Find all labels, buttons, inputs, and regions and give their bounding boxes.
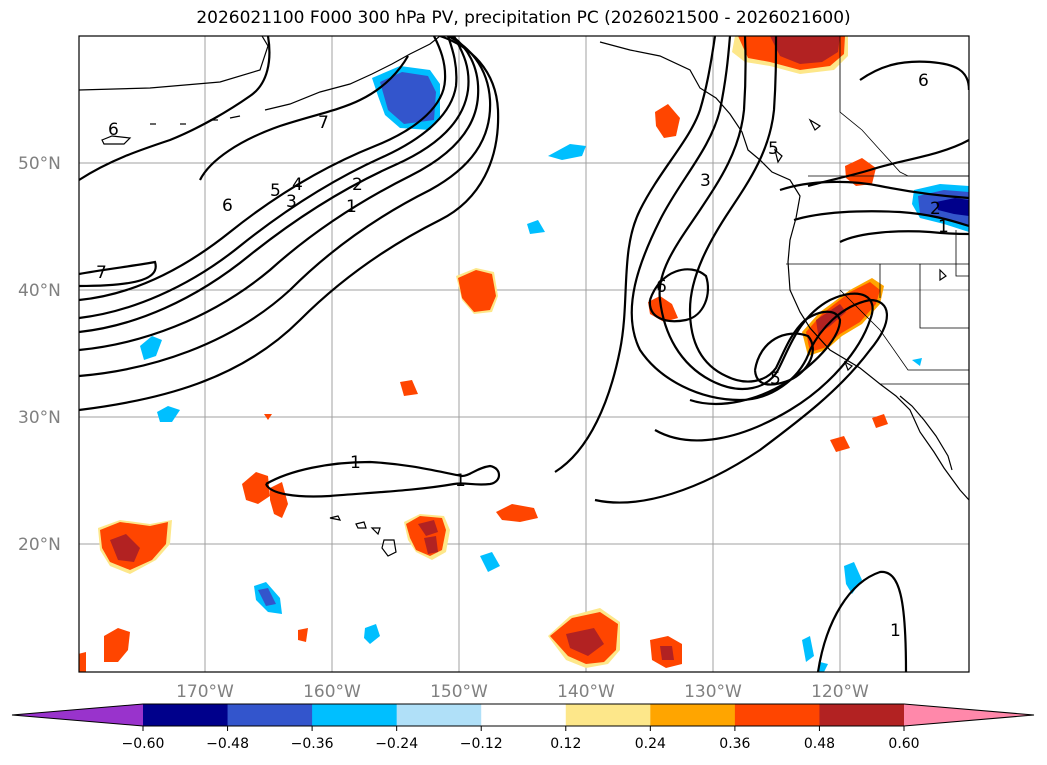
contour-label: 5 [770, 369, 781, 389]
precip-negative-patch [548, 144, 586, 160]
lat-label: 20°N [18, 535, 61, 555]
precip-positive-patch [566, 628, 604, 656]
precip-positive-patch [400, 380, 418, 396]
contour-label: 6 [108, 120, 119, 140]
precip-positive-patch [660, 646, 674, 660]
colorbar-tick-label: −0.12 [460, 736, 503, 752]
precip-positive-patch [418, 520, 438, 536]
graticule [79, 36, 969, 672]
precip-negative-patch [936, 198, 969, 216]
precip-positive-patch [104, 628, 130, 662]
colorbar-segment [312, 704, 398, 726]
contour-label: 5 [270, 181, 281, 201]
lat-label: 40°N [18, 281, 61, 301]
contour-label: 7 [318, 113, 329, 133]
precip-positive-patch [872, 414, 888, 428]
lon-label: 120°W [811, 682, 869, 702]
political-borders [786, 36, 969, 385]
colorbar-tick-label: 0.12 [550, 736, 581, 752]
precip-negative-patch [380, 72, 436, 124]
lon-label: 170°W [176, 682, 234, 702]
pv-contours [79, 36, 969, 672]
contour-label: 2 [352, 175, 363, 195]
longitude-labels: 170°W 160°W 150°W 140°W 130°W 120°W [176, 682, 869, 702]
precip-negative-patch [140, 336, 162, 360]
lon-label: 130°W [684, 682, 742, 702]
precip-negative-patch [258, 588, 276, 606]
map-frame [78, 35, 970, 673]
precip-positive-patch [110, 534, 140, 562]
precip-negative-patch [802, 636, 814, 662]
contour-label: 1 [455, 471, 466, 491]
colorbar-segment [143, 704, 229, 726]
precip-positive-patch [655, 104, 680, 138]
precip-positive-patch [424, 536, 438, 554]
precip-negative-patch [364, 624, 380, 644]
colorbar-segment [481, 704, 567, 726]
precip-negative-patch [157, 406, 180, 422]
contour-label: 3 [700, 171, 711, 191]
coastlines [79, 36, 969, 557]
contour-label: 1 [890, 621, 901, 641]
lat-label: 30°N [18, 408, 61, 428]
colorbar-segment [734, 704, 820, 726]
colorbar-tick-label: 0.24 [635, 736, 666, 752]
contour-label: 6 [656, 277, 667, 297]
precip-positive-patch [458, 270, 496, 312]
colorbar-tick-label: 0.36 [719, 736, 750, 752]
contour-label: 2 [930, 199, 941, 219]
precip-positive-patch [830, 436, 850, 452]
colorbar-tick-label: −0.48 [206, 736, 249, 752]
precip-negative-patch [527, 220, 545, 234]
colorbar-segment [565, 704, 651, 726]
precip-positive-patch [816, 304, 846, 334]
contour-label: 7 [96, 263, 107, 283]
contour-label: 4 [292, 175, 303, 195]
precip-positive-patch [79, 652, 86, 672]
colorbar-tick-label: −0.60 [122, 736, 165, 752]
contour-label: 1 [346, 197, 357, 217]
map-area [79, 36, 969, 672]
colorbar-tick-label: −0.36 [291, 736, 334, 752]
latitude-labels: 50°N 40°N 30°N 20°N [18, 154, 61, 555]
colorbar-tick-label: 0.60 [888, 736, 919, 752]
colorbar-tick-label: 0.48 [804, 736, 835, 752]
precip-positive-patch [264, 414, 272, 420]
precip-negative-patch [912, 358, 922, 366]
contour-label: 6 [918, 71, 929, 91]
colorbar-segment [396, 704, 482, 726]
page-title: 2026021100 F000 300 hPa PV, precipitatio… [196, 8, 851, 28]
precip-positive-patch [806, 282, 880, 352]
colorbar-extend-min [12, 704, 143, 726]
colorbar-segment [227, 704, 313, 726]
precip-patches [79, 36, 969, 672]
lon-label: 160°W [303, 682, 361, 702]
precip-positive-patch [242, 472, 270, 504]
contour-label: 6 [222, 196, 233, 216]
precip-positive-patch [298, 628, 308, 642]
contour-label: 1 [350, 453, 361, 473]
contour-labels: 6 7 6 5 4 3 2 1 7 1 1 3 5 6 5 6 2 1 1 [96, 71, 949, 641]
colorbar-segment [819, 704, 905, 726]
colorbar: −0.60 −0.48 −0.36 −0.24 −0.12 0.12 0.24 0.36 0.4… [11, 703, 1035, 752]
colorbar-tick-label: −0.24 [375, 736, 418, 752]
lon-label: 150°W [430, 682, 488, 702]
contour-label: 3 [286, 192, 297, 212]
lat-label: 50°N [18, 154, 61, 174]
contour-label: 1 [938, 217, 949, 237]
precip-negative-patch [480, 552, 500, 572]
colorbar-extend-max [904, 704, 1034, 726]
precip-positive-patch [770, 36, 840, 64]
precip-positive-patch [496, 504, 538, 522]
precip-negative-patch [818, 662, 828, 672]
colorbar-segment [650, 704, 736, 726]
contour-label: 5 [768, 139, 779, 159]
lon-label: 140°W [557, 682, 615, 702]
